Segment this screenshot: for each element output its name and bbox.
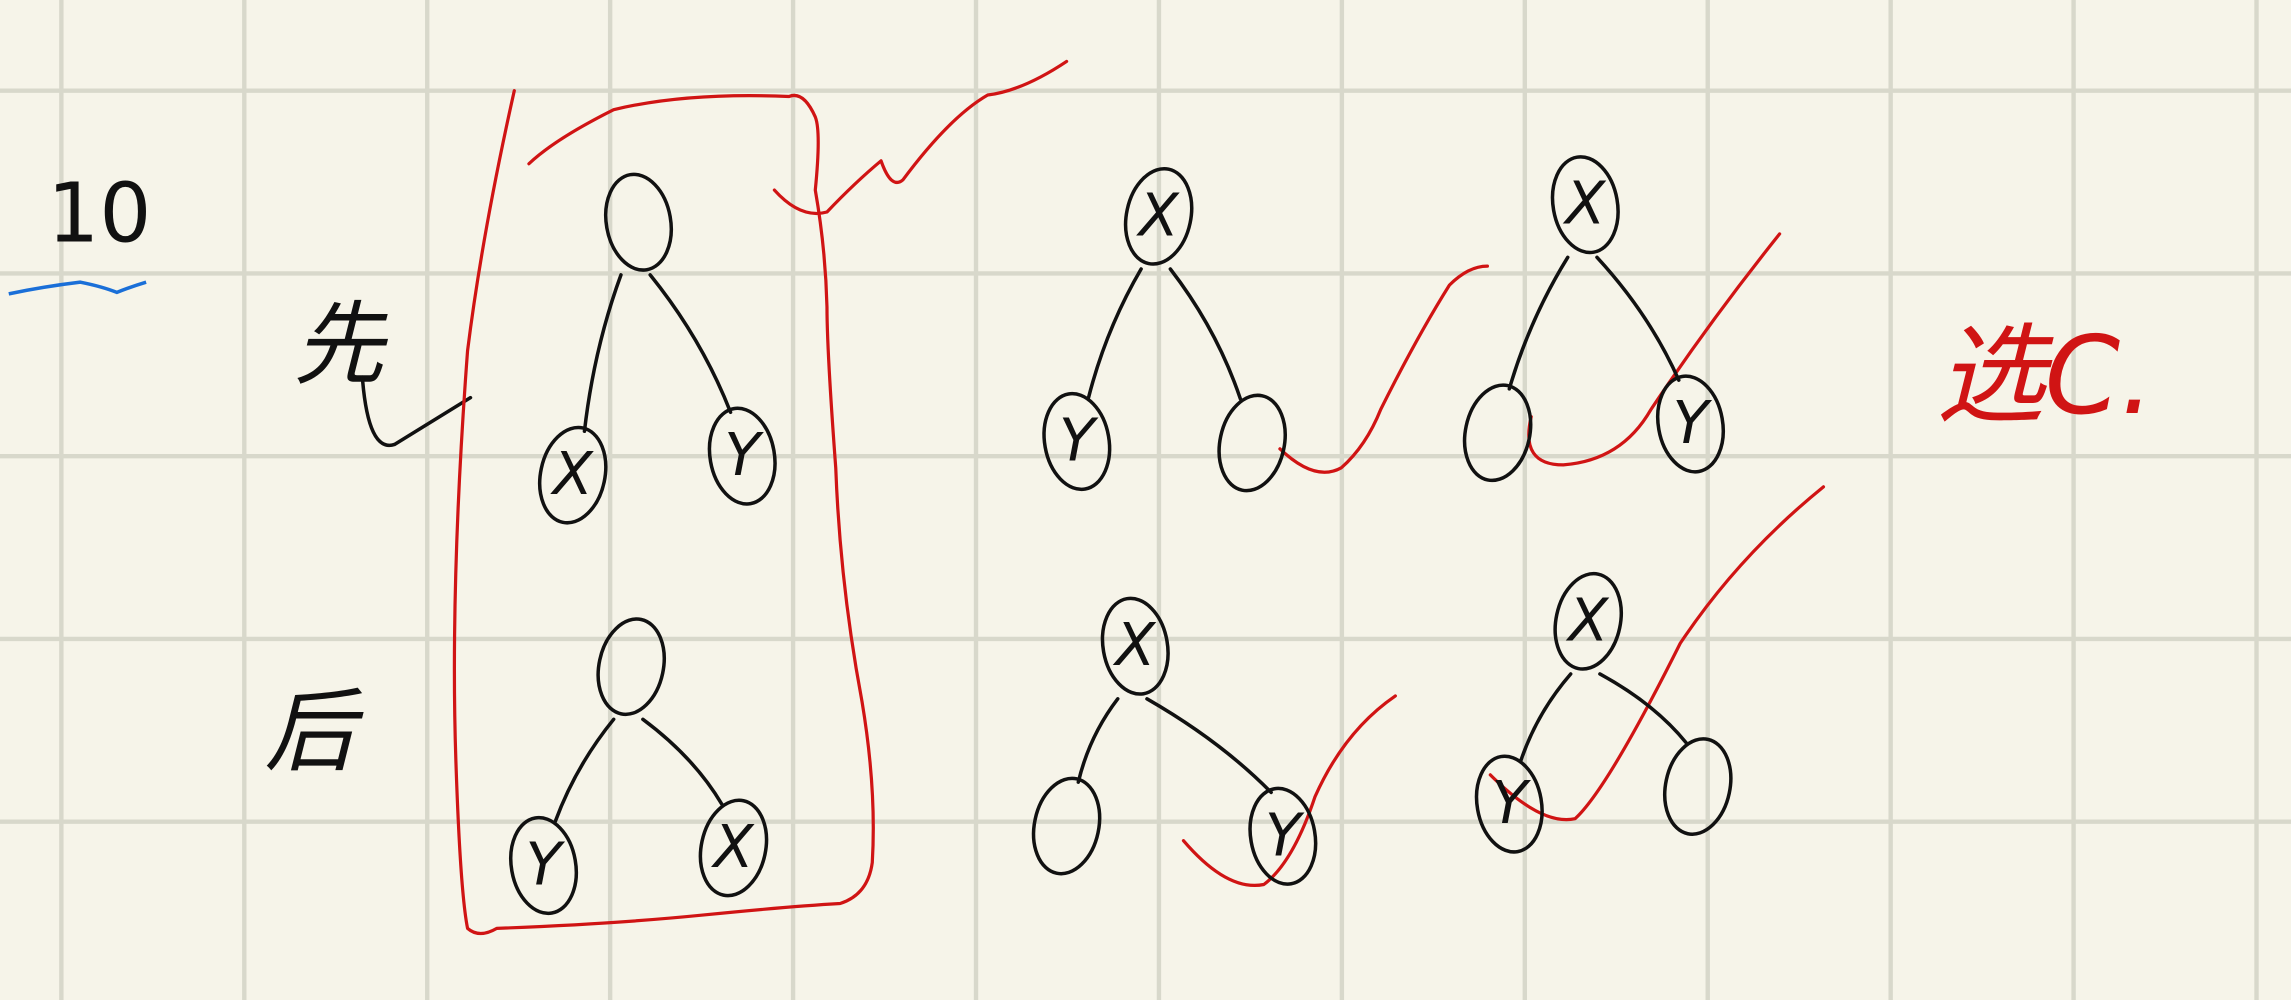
tree-edge xyxy=(1145,697,1273,795)
tree: XY xyxy=(1474,571,1733,854)
check-mark xyxy=(1527,232,1782,467)
tree-node xyxy=(1031,776,1102,876)
tree-edge xyxy=(1595,255,1681,382)
tree-node xyxy=(1655,374,1725,474)
tree-edge xyxy=(1598,672,1688,745)
node-label: X xyxy=(1565,586,1610,654)
tree-node xyxy=(1550,155,1620,255)
tree-node xyxy=(1217,393,1287,493)
tree-edge xyxy=(1519,672,1573,762)
pen-stroke xyxy=(360,375,473,448)
tree-node xyxy=(604,172,673,272)
tree-node xyxy=(1248,786,1318,886)
tree-edge xyxy=(1507,255,1570,391)
row-label: 后 xyxy=(264,680,364,785)
tree-node xyxy=(1553,571,1623,671)
tree-node xyxy=(1123,166,1194,266)
tree: XY xyxy=(1042,166,1287,493)
node-label: Y xyxy=(526,831,566,899)
tree-node xyxy=(537,425,608,525)
tree-node xyxy=(1474,754,1544,854)
node-label: X xyxy=(550,440,595,508)
tree-node xyxy=(1462,383,1533,483)
tree-node xyxy=(1042,391,1112,492)
check-mark xyxy=(1488,485,1826,822)
node-label: X xyxy=(1112,611,1157,679)
tree-node xyxy=(509,815,579,916)
check-mark xyxy=(1181,694,1397,887)
node-label: Y xyxy=(1059,407,1099,475)
check-mark xyxy=(1278,264,1490,474)
node-label: Y xyxy=(1491,769,1531,837)
tree-node xyxy=(1663,737,1733,836)
tree-node xyxy=(1100,596,1170,696)
tree-edge xyxy=(1086,267,1143,400)
note-number: 10 xyxy=(47,167,151,262)
node-label: Y xyxy=(724,421,764,489)
tree: XY xyxy=(1462,155,1725,483)
tree: XY xyxy=(1031,596,1318,886)
tree-node xyxy=(698,798,769,898)
selection-box xyxy=(452,89,875,936)
tree-edge xyxy=(1168,267,1243,401)
answer: 选C. xyxy=(1937,313,2155,439)
tree-edge xyxy=(553,717,616,824)
tree-edge xyxy=(1076,697,1120,784)
node-label: X xyxy=(1136,181,1181,249)
node-label: Y xyxy=(1673,389,1713,457)
row-label: 先 xyxy=(294,293,389,398)
tree-edge xyxy=(582,273,623,434)
tree-node xyxy=(707,406,777,506)
tree-edge xyxy=(641,717,724,806)
tree-edge xyxy=(648,273,733,415)
node-label: X xyxy=(710,813,755,881)
node-label: Y xyxy=(1265,801,1305,869)
check-mark xyxy=(772,59,1069,215)
node-label: X xyxy=(1562,170,1607,238)
tree-node xyxy=(596,617,666,717)
underline xyxy=(8,280,147,296)
